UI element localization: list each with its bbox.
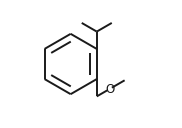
Text: O: O xyxy=(105,83,114,95)
